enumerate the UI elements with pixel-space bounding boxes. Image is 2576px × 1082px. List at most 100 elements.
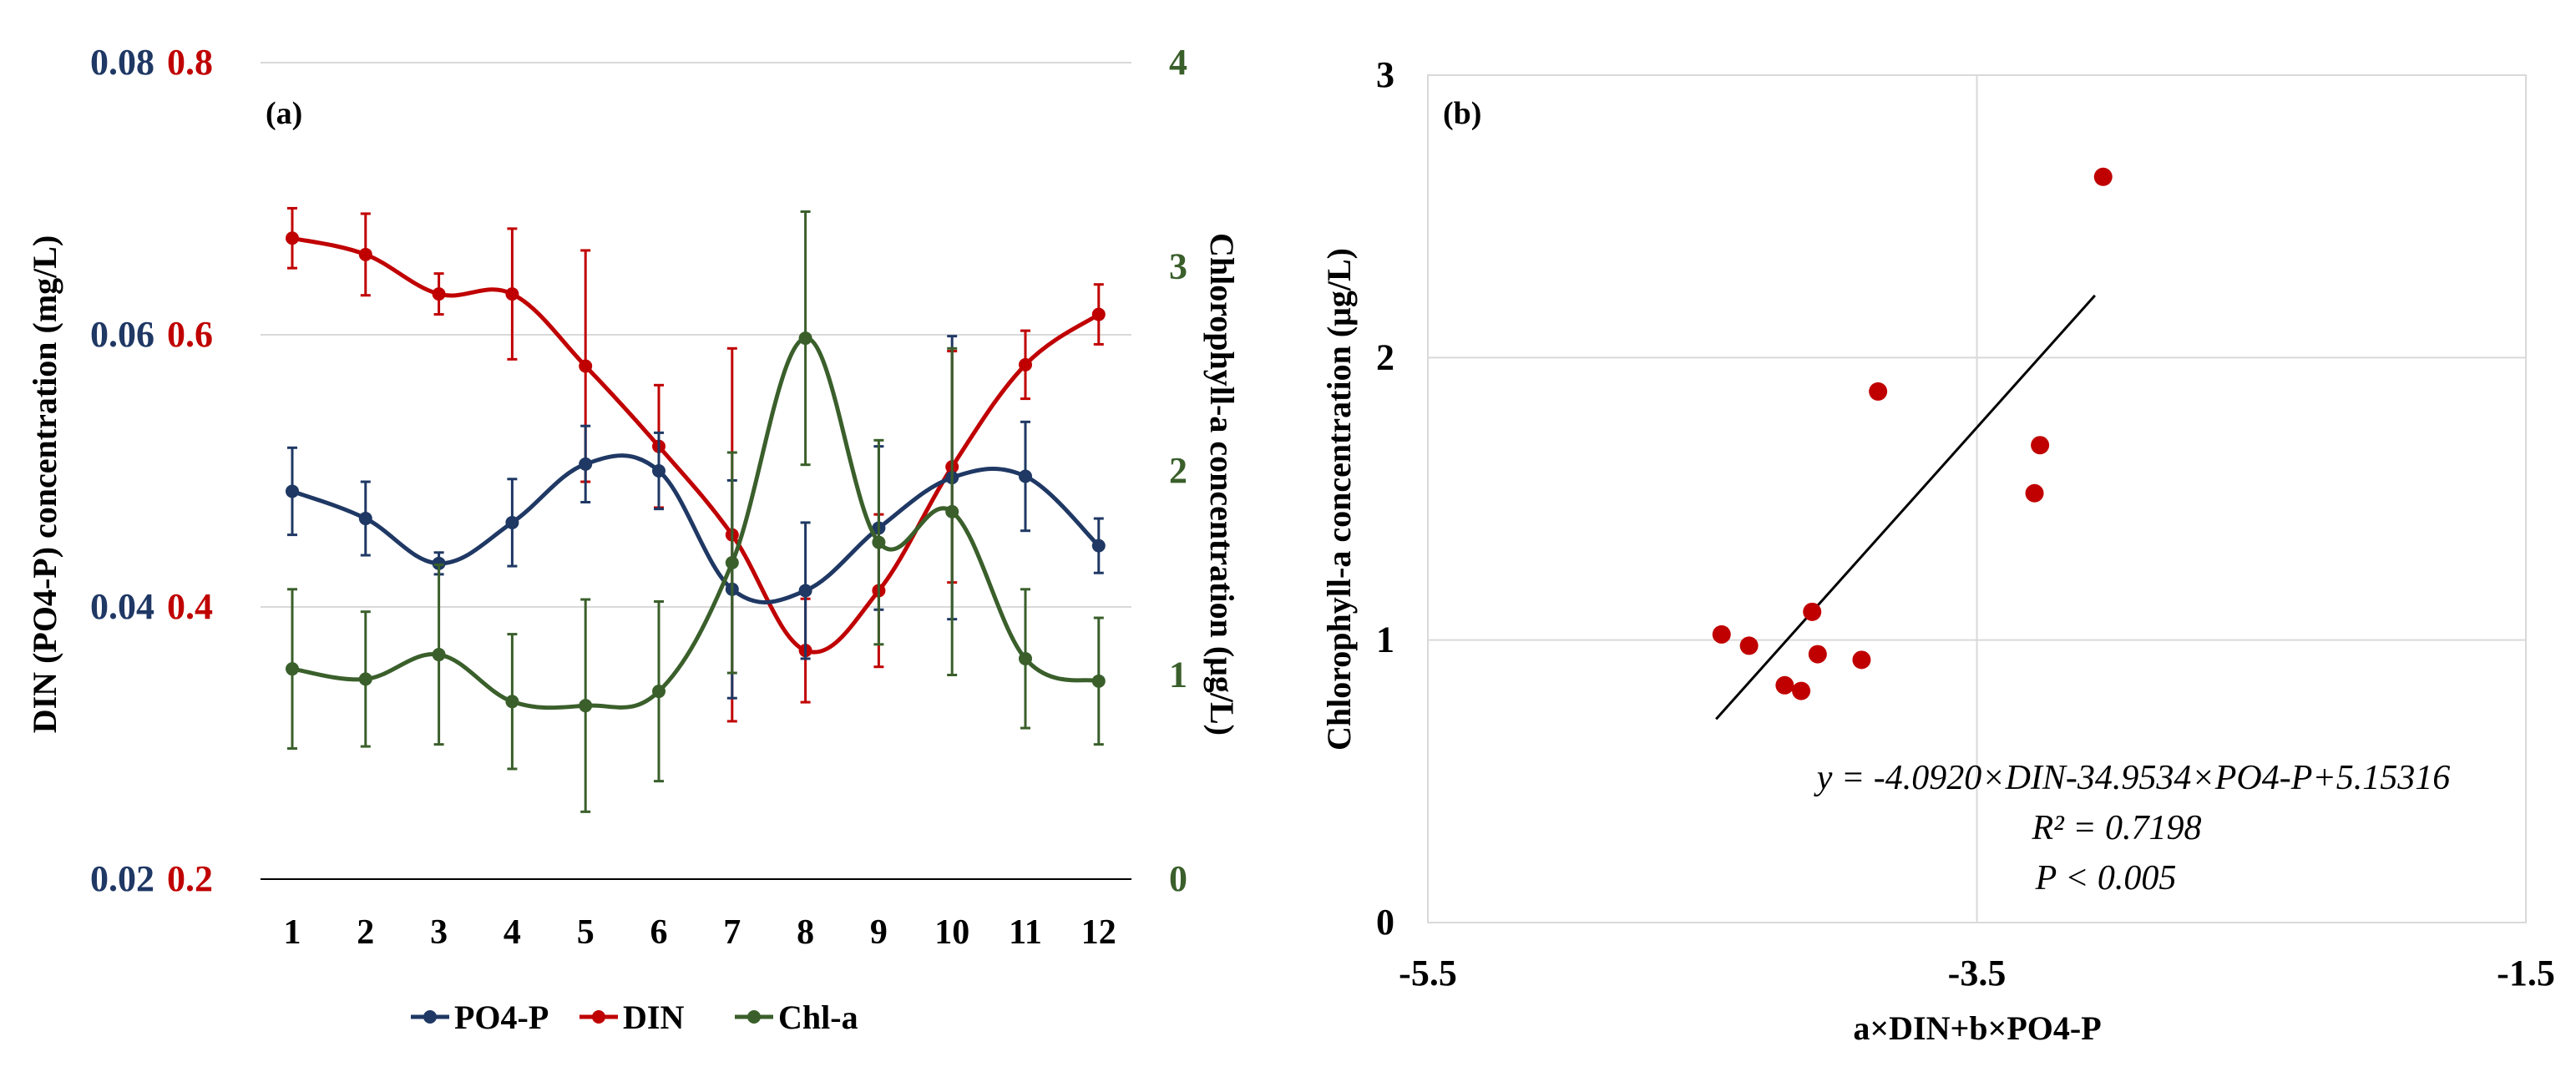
tick-label-din: 0.4 xyxy=(167,586,213,627)
panel-b-y-ticks: 0 1 2 3 xyxy=(1376,54,1394,943)
panel-b-gridlines xyxy=(1427,74,2527,923)
point-chla xyxy=(725,556,739,570)
tick-label-chla: 4 xyxy=(1169,42,1187,83)
line-din xyxy=(291,235,1101,655)
legend-label-chla: Chl-a xyxy=(778,999,858,1036)
point-po4 xyxy=(579,457,593,471)
panel-a-gridlines xyxy=(261,62,1131,608)
x-tick-label-month: 9 xyxy=(870,913,888,952)
point-chla xyxy=(872,535,886,549)
panel-b-y-label: Chlorophyll-a concentration (μg/L) xyxy=(1320,248,1358,751)
scatter-point xyxy=(1852,650,1871,670)
point-po4 xyxy=(505,515,519,529)
panel-b-annotation: y = -4.0920×DIN-34.9534×PO4-P+5.15316 R²… xyxy=(1814,759,2450,897)
line-chla xyxy=(291,336,1100,710)
scatter-point xyxy=(1792,681,1811,700)
point-chla xyxy=(358,672,372,686)
tick-label-chla: 3 xyxy=(1169,246,1187,287)
point-din xyxy=(358,247,372,261)
scatter-point xyxy=(2025,483,2044,503)
tick-label-din: 0.2 xyxy=(167,858,213,899)
point-chla xyxy=(432,648,446,662)
regression-equation: y = -4.0920×DIN-34.9534×PO4-P+5.15316 xyxy=(1814,759,2450,797)
point-din xyxy=(505,287,519,301)
panel-b-label: (b) xyxy=(1443,96,1481,131)
x-tick-label-month: 2 xyxy=(357,913,374,952)
panel-a-label: (a) xyxy=(266,96,302,131)
panel-b-trendline xyxy=(1715,294,2096,720)
tick-label-po4: 0.06 xyxy=(90,314,154,355)
point-po4 xyxy=(1019,469,1032,483)
panel-b-scatter-chart: (b) 0 1 2 3 -5.5 -3.5 -1.5 Chlorophyll-a conc… xyxy=(1320,54,2555,1047)
point-din xyxy=(1019,357,1032,372)
panel-a-line-chart: (a) 0.020.040.060.08 0.20.40.60.8 01234 … xyxy=(26,42,1241,1036)
tick-label-chla: 2 xyxy=(1169,450,1187,491)
panel-a-left-po4-ticks: 0.02 0.04 0.06 0.08 xyxy=(90,42,154,899)
panel-a-x-ticks: 1 2 3 4 5 6 7 8 9 10 11 12 xyxy=(284,913,1116,952)
scatter-point xyxy=(1712,624,1731,644)
p-value: P < 0.005 xyxy=(2035,859,2177,897)
point-po4 xyxy=(798,584,812,598)
legend-item-din: DIN xyxy=(579,999,684,1036)
scatter-point xyxy=(1803,602,1822,621)
line-po4 xyxy=(291,453,1101,604)
scatter-point xyxy=(2093,167,2113,186)
point-din xyxy=(579,359,593,373)
scatter-point xyxy=(1869,382,1888,401)
x-tick-label-month: 1 xyxy=(284,913,301,952)
point-chla xyxy=(286,662,299,676)
tick-label-din: 0.6 xyxy=(167,314,213,355)
panel-b-y-tick-label: 0 xyxy=(1376,902,1394,943)
point-po4 xyxy=(286,484,299,498)
point-chla xyxy=(505,695,519,709)
x-tick-label-month: 3 xyxy=(430,913,448,952)
panel-b-y-tick-label: 3 xyxy=(1376,54,1394,95)
scatter-point xyxy=(1808,645,1827,664)
panel-b-x-label: a×DIN+b×PO4-P xyxy=(1853,1009,2101,1047)
legend-item-chla: Chl-a xyxy=(735,999,858,1036)
panel-b-x-ticks: -5.5 -3.5 -1.5 xyxy=(1399,953,2555,994)
scatter-point xyxy=(1739,636,1759,655)
point-po4 xyxy=(1091,538,1106,553)
panel-a-series xyxy=(286,206,1106,813)
tick-label-chla: 0 xyxy=(1169,858,1187,899)
scatter-point xyxy=(2031,436,2050,455)
tick-label-chla: 1 xyxy=(1169,655,1187,695)
x-tick-label-month: 12 xyxy=(1081,913,1116,952)
tick-label-po4: 0.04 xyxy=(90,586,154,627)
scatter-point xyxy=(1775,675,1794,695)
legend-item-po4: PO4-P xyxy=(411,999,549,1036)
panel-b-y-tick-label: 1 xyxy=(1376,619,1394,660)
point-din xyxy=(1091,307,1106,321)
point-chla xyxy=(798,331,812,346)
x-tick-label-month: 6 xyxy=(650,913,668,952)
panel-a-right-ticks: 0 1 2 3 4 xyxy=(1169,42,1187,899)
panel-a-y-label-left: DIN (PO4-P) concentration (mg/L) xyxy=(26,235,63,734)
panel-b-x-tick-label: -5.5 xyxy=(1399,953,1457,994)
point-chla xyxy=(579,699,593,713)
point-po4 xyxy=(432,556,446,570)
panel-a-legend: PO4-P DIN Chl-a xyxy=(411,999,858,1036)
x-tick-label-month: 4 xyxy=(504,913,521,952)
panel-b-x-tick-label: -1.5 xyxy=(2497,953,2555,994)
legend-label-po4: PO4-P xyxy=(454,999,549,1036)
legend-label-din: DIN xyxy=(623,999,684,1036)
series-chla xyxy=(286,210,1106,813)
x-tick-label-month: 8 xyxy=(797,913,814,952)
point-din xyxy=(286,231,299,245)
x-tick-label-month: 5 xyxy=(577,913,595,952)
panel-b-y-tick-label: 2 xyxy=(1376,336,1394,377)
point-chla xyxy=(1019,651,1032,665)
panel-a-y-label-right: Chlorophyll-a concentration (μg/L) xyxy=(1203,233,1241,736)
point-po4 xyxy=(652,464,666,478)
panel-b-x-tick-label: -3.5 xyxy=(1948,953,2007,994)
r-squared: R² = 0.7198 xyxy=(2031,809,2201,847)
point-chla xyxy=(652,685,666,699)
point-chla xyxy=(945,504,959,518)
tick-label-po4: 0.02 xyxy=(90,858,154,899)
tick-label-po4: 0.08 xyxy=(90,42,154,83)
point-po4 xyxy=(358,512,372,526)
x-tick-label-month: 7 xyxy=(723,913,741,952)
point-chla xyxy=(1091,674,1106,688)
